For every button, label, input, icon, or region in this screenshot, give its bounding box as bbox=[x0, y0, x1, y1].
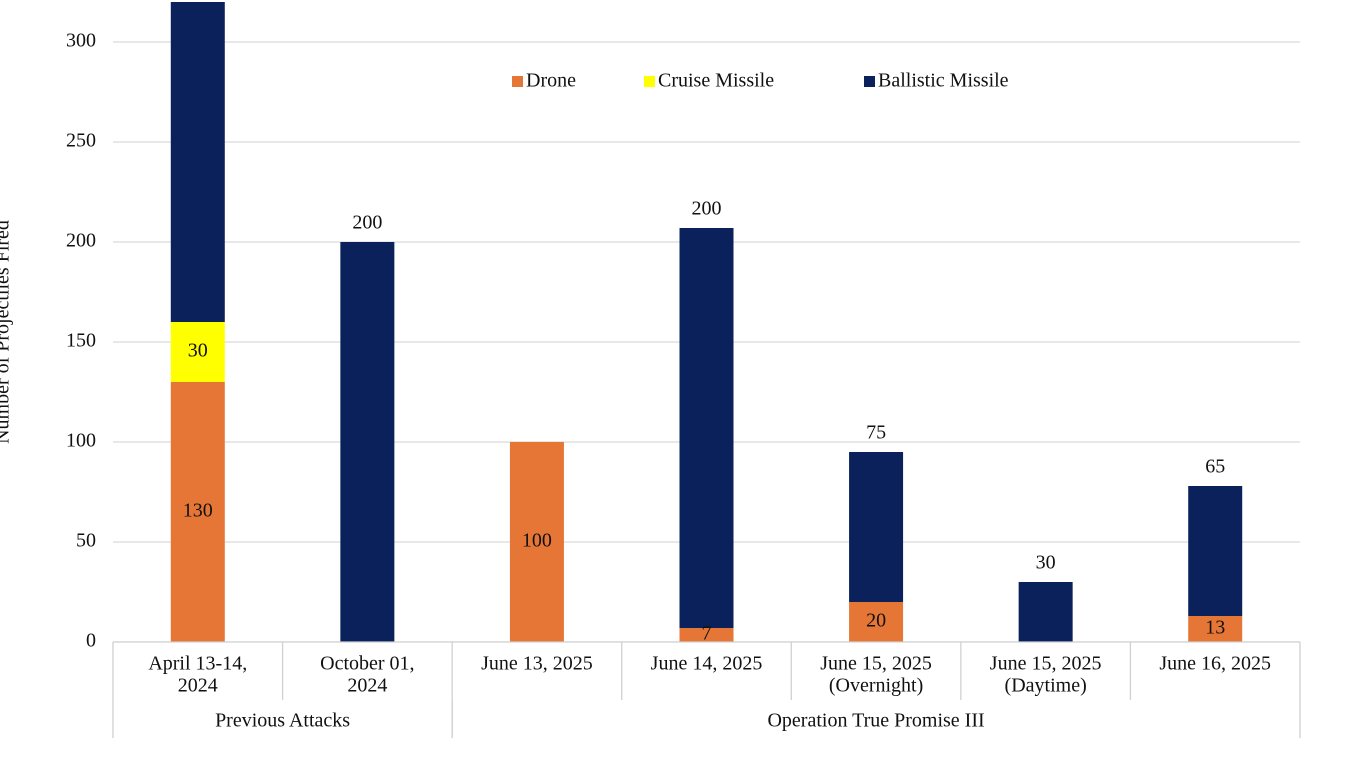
bar-segment bbox=[1188, 486, 1243, 616]
bar-segment bbox=[849, 452, 904, 602]
legend-label: Ballistic Missile bbox=[878, 70, 1009, 92]
group-label: Operation True Promise III bbox=[767, 710, 984, 732]
y-axis-label: Number of Projectiles Fired bbox=[0, 220, 14, 444]
legend-swatch bbox=[644, 76, 655, 87]
bar-segment bbox=[170, 2, 225, 322]
x-tick-label: June 15, 2025 bbox=[820, 653, 932, 675]
bar-segment bbox=[1188, 616, 1243, 642]
data-label: 30 bbox=[188, 340, 208, 362]
group-label: Previous Attacks bbox=[215, 710, 350, 732]
x-tick-label: (Overnight) bbox=[829, 675, 923, 697]
legend-label: Drone bbox=[526, 70, 576, 92]
bar-segment bbox=[170, 382, 225, 642]
x-tick-label: June 16, 2025 bbox=[1159, 653, 1271, 675]
data-label: 30 bbox=[1036, 552, 1056, 574]
data-label: 65 bbox=[1205, 456, 1225, 478]
data-label: 13 bbox=[1205, 617, 1225, 639]
bar-segment bbox=[509, 442, 564, 642]
data-label: 200 bbox=[352, 212, 382, 234]
y-tick-label: 150 bbox=[66, 330, 96, 352]
bar-segment bbox=[340, 242, 395, 642]
data-label: 75 bbox=[866, 422, 886, 444]
data-label: 20 bbox=[866, 610, 886, 632]
x-tick-label: 2024 bbox=[347, 675, 387, 697]
y-tick-label: 200 bbox=[66, 230, 96, 252]
legend-label: Cruise Missile bbox=[658, 70, 774, 92]
data-label: 200 bbox=[692, 198, 722, 220]
bar-segment bbox=[679, 628, 734, 642]
y-tick-label: 50 bbox=[76, 530, 96, 552]
x-tick-label: June 14, 2025 bbox=[651, 653, 763, 675]
legend-swatch bbox=[512, 76, 523, 87]
x-tick-label: April 13-14, bbox=[148, 653, 247, 675]
data-label: 100 bbox=[522, 530, 552, 552]
x-tick-label: June 13, 2025 bbox=[481, 653, 593, 675]
legend-swatch bbox=[864, 76, 875, 87]
y-tick-label: 300 bbox=[66, 30, 96, 52]
y-tick-label: 250 bbox=[66, 130, 96, 152]
y-tick-label: 0 bbox=[86, 630, 96, 652]
x-tick-label: (Daytime) bbox=[1005, 675, 1087, 697]
bar-segment bbox=[170, 322, 225, 382]
data-label: 7 bbox=[702, 623, 712, 645]
bar-segment bbox=[679, 228, 734, 628]
x-tick-label: 2024 bbox=[178, 675, 218, 697]
x-tick-label: October 01, bbox=[320, 653, 414, 675]
y-tick-label: 100 bbox=[66, 430, 96, 452]
plot-area bbox=[113, 2, 1300, 642]
x-tick-label: June 15, 2025 bbox=[990, 653, 1102, 675]
bar-segment bbox=[1018, 582, 1073, 642]
bar-segment bbox=[849, 602, 904, 642]
data-label: 130 bbox=[183, 500, 213, 522]
